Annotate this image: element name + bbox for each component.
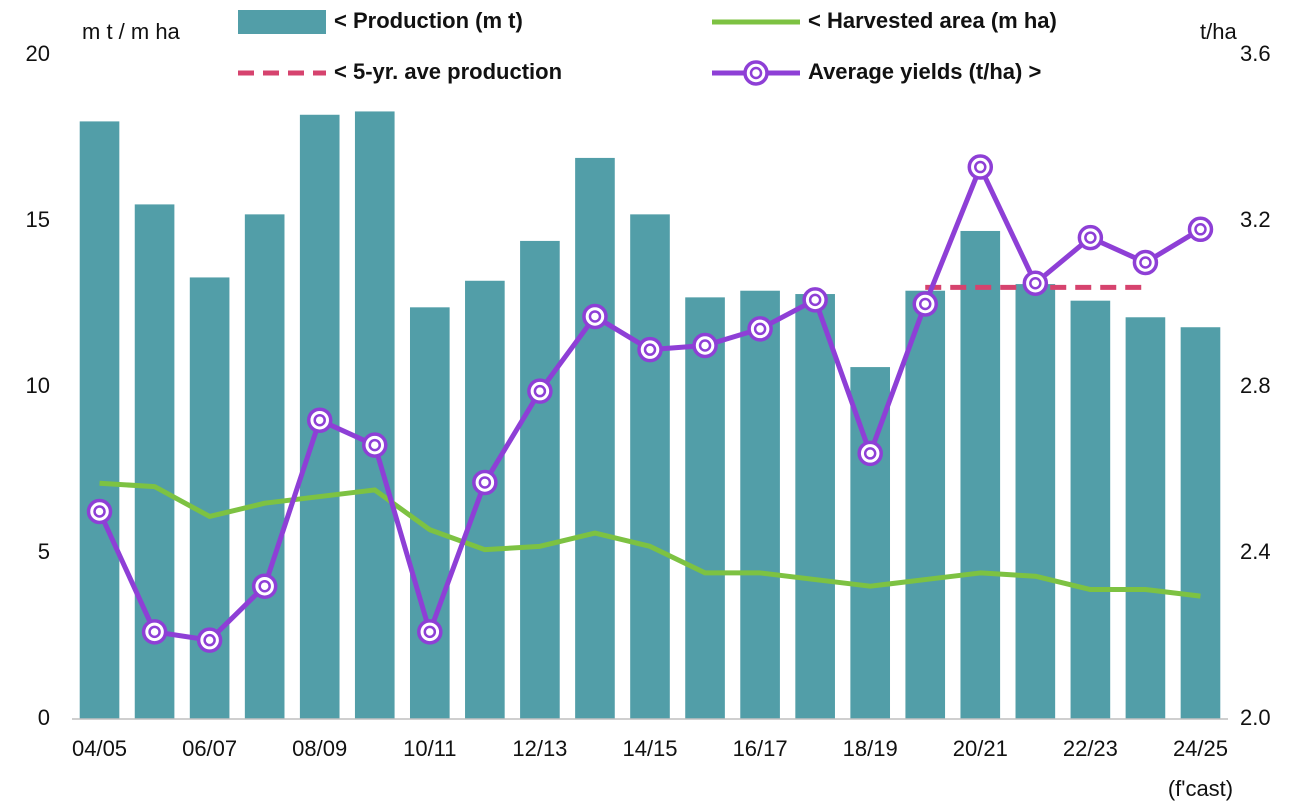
y2-tick-label: 2.8 [1240,373,1271,398]
marker-inner [863,447,877,460]
x-tick-label: 22/23 [1063,736,1118,761]
x-tick-label: 06/07 [182,736,237,761]
marker-inner [1084,231,1097,244]
bar [795,294,835,719]
marker-inner [974,160,987,174]
x-tick-label: 12/13 [512,736,567,761]
bar [465,280,505,719]
y-tick-label: 20 [26,41,50,66]
marker-inner [148,625,161,639]
y-tick-label: 5 [38,539,50,564]
legend-label: < Production (m t) [334,8,523,33]
y-tick-label: 15 [26,207,50,232]
bar [520,240,560,720]
bar [1125,317,1166,719]
bar [1180,327,1221,719]
bar [79,121,120,719]
marker-inner [368,438,382,452]
marker-inner [1029,277,1042,290]
bar [244,214,285,720]
x-tick-label: 16/17 [733,736,788,761]
bar [905,290,946,719]
y2-tick-label: 3.6 [1240,41,1271,66]
marker-inner [478,476,492,489]
x-tick-label: 20/21 [953,736,1008,761]
x-tick-label: 18/19 [843,736,898,761]
marker-inner [588,310,602,323]
bar [409,307,450,719]
marker-inner [313,413,326,427]
x-tick-label: 24/25 [1173,736,1228,761]
marker-inner [808,293,822,307]
marker-inner [918,297,932,311]
x-tick-label: 04/05 [72,736,127,761]
bar [354,111,395,719]
x-tick-label: 10/11 [403,736,456,761]
bar [630,214,670,720]
bar [685,297,725,719]
legend-label: < Harvested area (m ha) [808,8,1057,33]
y-tick-label: 0 [38,705,50,730]
legend-label: Average yields (t/ha) > [808,59,1041,84]
marker-inner [753,322,767,336]
legend-swatch [238,10,326,34]
marker-inner [93,505,106,518]
marker-inner [1194,223,1207,236]
bar [740,290,780,719]
x-tick-label: 08/09 [292,736,347,761]
marker-inner [423,625,437,639]
bar [850,367,891,719]
bar [575,157,615,720]
y-tick-label: 10 [26,373,50,398]
x-tick-label: 14/15 [622,736,677,761]
y-axis-label: m t / m ha [82,19,181,44]
bar [960,230,1001,719]
bar [1070,300,1111,719]
line [99,480,1201,599]
legend-label: < 5-yr. ave production [334,59,562,84]
y2-tick-label: 2.0 [1240,705,1271,730]
marker-inner [1139,256,1152,269]
forecast-note: (f'cast) [1168,776,1233,801]
marker-inner [533,384,547,398]
legend-marker-inner [749,66,763,80]
bar [1015,284,1056,719]
y2-tick-label: 3.2 [1240,207,1271,232]
marker-inner [258,579,271,593]
y2-axis-label: t/ha [1200,19,1237,44]
marker-inner [643,343,657,356]
marker-inner [698,339,712,352]
y2-tick-label: 2.4 [1240,539,1271,564]
marker-inner [203,633,216,647]
